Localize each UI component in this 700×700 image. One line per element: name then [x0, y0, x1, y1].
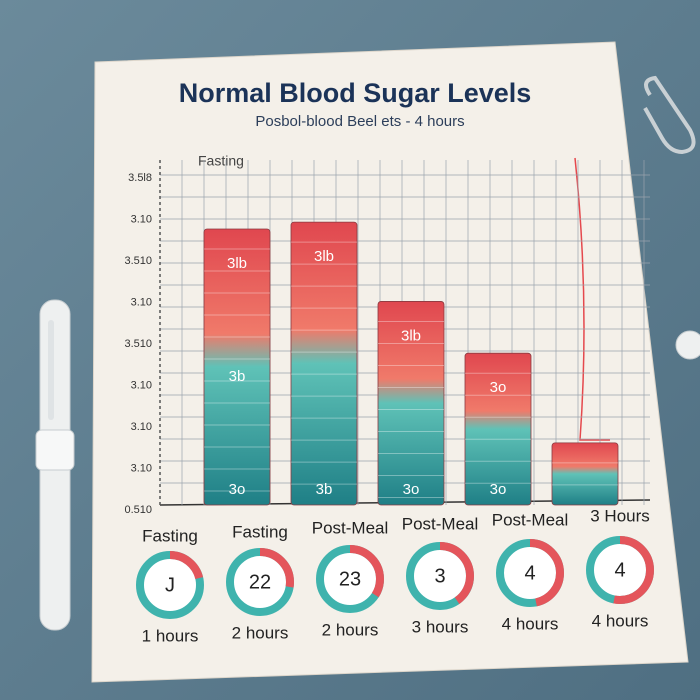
- bar-text: 3b: [229, 368, 246, 385]
- pen: [35, 299, 75, 631]
- hour-label: 4 hours: [592, 611, 649, 630]
- gauge-arc: [136, 551, 204, 619]
- y-axis-label: 0.510: [124, 504, 152, 516]
- hour-label: 2 hours: [232, 623, 289, 642]
- x-tick-label: Post-Meal: [402, 514, 479, 533]
- gauge-label: 22: [249, 571, 271, 593]
- gauge-label: 3: [434, 565, 445, 587]
- gauge-arc: [316, 545, 384, 613]
- bar-text: 3o: [403, 481, 420, 498]
- hour-label: 1 hours: [142, 626, 199, 645]
- x-tick-label: Post-Meal: [312, 518, 389, 537]
- paperclip: [643, 75, 696, 155]
- gauge-label: 23: [339, 568, 361, 590]
- gauge-label: 4: [524, 562, 535, 584]
- bar: [377, 301, 445, 506]
- bar-text: 3lb: [401, 327, 421, 344]
- hour-label: 3 hours: [412, 617, 469, 636]
- bar-text: 3lb: [227, 255, 247, 272]
- bar: [290, 221, 358, 506]
- gauge-label: 4: [614, 559, 625, 581]
- bar-text: 3o: [490, 481, 507, 498]
- chart-title: Normal Blood Sugar Levels: [179, 78, 532, 108]
- bar: [551, 442, 619, 506]
- chart-subtitle: Posbol-blood Beel ets - 4 hours: [255, 113, 464, 130]
- y-axis-label: 3.10: [131, 421, 152, 433]
- bar-text: 3b: [316, 481, 333, 498]
- bar-text: 3o: [490, 379, 507, 396]
- x-tick-label: 3 Hours: [590, 506, 650, 525]
- gauge-label: J: [165, 574, 175, 596]
- bar: [464, 352, 532, 506]
- x-tick-label: Post-Meal: [492, 510, 569, 529]
- gauge-arc: [586, 536, 654, 604]
- y-axis-label: 3.5l8: [128, 172, 152, 184]
- hour-label: 2 hours: [322, 620, 379, 639]
- y-axis-label: 3.10: [131, 213, 152, 225]
- x-tick-label: Fasting: [232, 522, 288, 541]
- y-axis-label: 3.510: [124, 255, 152, 267]
- y-axis-label: 3.510: [124, 338, 152, 350]
- y-axis-label: 3.10: [131, 462, 152, 474]
- bar-text: 3lb: [314, 248, 334, 265]
- annotation: Fasting: [198, 153, 244, 169]
- hour-label: 4 hours: [502, 614, 559, 633]
- y-axis-label: 3.10: [131, 379, 152, 391]
- bar: [203, 228, 271, 506]
- gauge-arc: [496, 539, 564, 607]
- y-axis-label: 3.10: [131, 296, 152, 308]
- x-tick-label: Fasting: [142, 526, 198, 545]
- gauge-arc: [406, 542, 474, 610]
- cap: [675, 330, 700, 360]
- bar-text: 3o: [229, 481, 246, 498]
- gauge-arc: [226, 548, 294, 616]
